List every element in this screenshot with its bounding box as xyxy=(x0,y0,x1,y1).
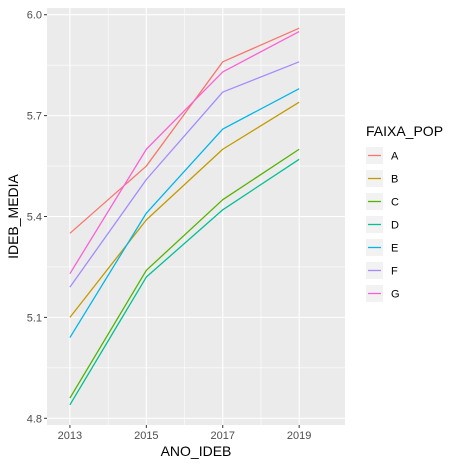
x-tick-label: 2019 xyxy=(287,430,311,442)
y-tick-label: 5.4 xyxy=(27,212,42,224)
legend-label: G xyxy=(391,289,400,301)
y-axis: 4.8 5.1 5.4 5.7 6.0 xyxy=(27,10,47,425)
legend-label: D xyxy=(391,220,399,232)
series-line-a xyxy=(69,27,300,234)
series-line-d xyxy=(69,158,300,406)
x-tick-label: 2013 xyxy=(58,430,82,442)
legend-item-d: D xyxy=(366,216,399,233)
series-line-c xyxy=(69,148,300,399)
x-axis-title: ANO_IDEB xyxy=(161,443,232,459)
y-tick-label: 5.1 xyxy=(27,312,42,324)
legend-item-f: F xyxy=(366,262,398,279)
y-axis-title: IDEB_MEDIA xyxy=(5,173,21,258)
major-gridlines xyxy=(47,8,345,425)
legend-label: A xyxy=(391,151,399,163)
legend-item-b: B xyxy=(366,170,398,187)
legend-title: FAIXA_POP xyxy=(366,123,443,139)
legend-label: C xyxy=(391,197,399,209)
series-line-b xyxy=(69,101,300,318)
legend-item-a: A xyxy=(366,147,399,164)
x-tick-label: 2015 xyxy=(134,430,158,442)
legend-item-e: E xyxy=(366,239,398,256)
legend-label: F xyxy=(391,266,398,278)
legend-label: B xyxy=(391,174,398,186)
legend-label: E xyxy=(391,243,398,255)
series-line-e xyxy=(69,88,300,338)
y-tick-label: 4.8 xyxy=(27,413,42,425)
y-tick-label: 6.0 xyxy=(27,10,42,22)
x-axis: 2013 2015 2017 2019 xyxy=(58,425,311,442)
x-tick-label: 2017 xyxy=(211,430,235,442)
y-tick-label: 5.7 xyxy=(27,111,42,123)
legend-item-g: G xyxy=(366,285,400,302)
series-line-f xyxy=(69,61,300,288)
series-line-g xyxy=(69,30,300,275)
legend-item-c: C xyxy=(366,193,399,210)
series-lines xyxy=(69,27,300,406)
